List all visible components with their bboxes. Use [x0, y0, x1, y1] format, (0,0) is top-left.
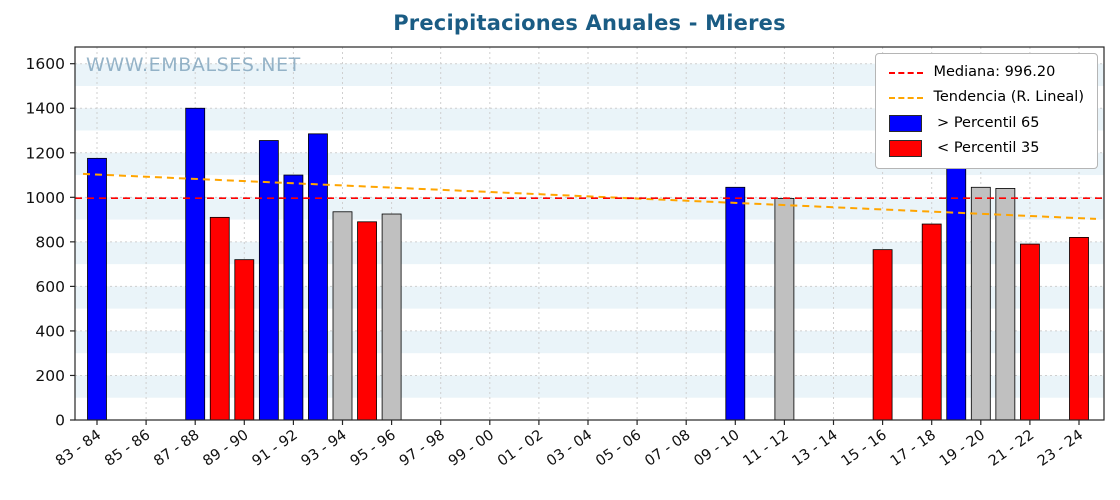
- y-tick-label: 1600: [26, 55, 65, 73]
- x-tick-label: 97 - 98: [397, 427, 448, 470]
- watermark: WWW.EMBALSES.NET: [86, 54, 301, 76]
- legend-label: Tendencia (R. Lineal): [933, 89, 1084, 106]
- legend-dashed-line-swatch: [889, 97, 924, 100]
- legend-item-1: Tendencia (R. Lineal): [889, 89, 1084, 106]
- background-stripe: [75, 197, 1104, 220]
- bar-23-24: [1069, 236, 1089, 421]
- bar-95-96: [381, 213, 402, 421]
- background-stripe: [75, 152, 1104, 176]
- bar-17-18: [921, 223, 942, 421]
- bar-88-89: [209, 216, 230, 421]
- legend-color-patch-swatch: [889, 140, 923, 158]
- background-stripe: [75, 375, 1104, 398]
- x-tick-label: 01 - 02: [495, 427, 546, 470]
- bar-94-95: [357, 221, 377, 421]
- bar-87-88: [185, 107, 206, 421]
- background-stripe: [75, 108, 1104, 131]
- y-tick-label: 1200: [26, 144, 65, 162]
- x-tick-label: 95 - 96: [348, 427, 399, 470]
- legend-item-0: Mediana: 996.20: [889, 64, 1084, 81]
- background-stripe: [75, 286, 1104, 309]
- legend-color-patch-swatch: [889, 114, 923, 132]
- legend-label: < Percentil 35: [932, 140, 1040, 157]
- x-tick-label: 83 - 84: [53, 427, 104, 470]
- chart-title: Precipitaciones Anuales - Mieres: [393, 11, 786, 35]
- x-tick-label: 19 - 20: [937, 427, 988, 470]
- x-tick-label: 85 - 86: [102, 427, 153, 470]
- bar-15-16: [872, 249, 893, 421]
- x-tick-label: 87 - 88: [151, 427, 202, 470]
- x-tick-label: 99 - 00: [446, 427, 497, 470]
- legend-label: > Percentil 65: [932, 114, 1040, 131]
- bar-89-90: [234, 259, 255, 421]
- y-tick-label: 800: [35, 233, 65, 251]
- x-tick-label: 15 - 16: [839, 427, 890, 470]
- y-tick-label: 1000: [26, 189, 65, 207]
- bar-09-10: [725, 186, 746, 421]
- x-tick-label: 93 - 94: [299, 427, 350, 470]
- x-tick-label: 03 - 04: [544, 427, 595, 470]
- background-stripe: [75, 241, 1104, 265]
- bar-93-94: [332, 211, 353, 421]
- bar-91-92: [283, 174, 304, 421]
- background-stripe: [75, 63, 1104, 86]
- bar-21-22: [1020, 243, 1040, 421]
- plot-frame: [74, 46, 1105, 421]
- background-stripe: [75, 330, 1104, 354]
- x-tick-label: 21 - 22: [986, 427, 1037, 470]
- bar-19-20: [970, 186, 991, 421]
- bar-11-12: [774, 198, 795, 421]
- x-tick-label: 23 - 24: [1035, 427, 1086, 470]
- x-tick-label: 09 - 10: [691, 427, 742, 470]
- legend-label: Mediana: 996.20: [933, 64, 1056, 80]
- legend-dashed-line-swatch: [889, 71, 924, 74]
- x-tick-label: 17 - 18: [888, 427, 939, 470]
- x-tick-label: 11 - 12: [740, 427, 791, 470]
- y-tick-label: 600: [35, 278, 65, 296]
- y-tick-label: 200: [35, 367, 65, 385]
- trend-line: [82, 172, 1097, 220]
- x-tick-label: 89 - 90: [200, 427, 251, 470]
- y-tick-label: 1400: [26, 100, 65, 118]
- legend-item-3: < Percentil 35: [889, 140, 1084, 158]
- legend: Mediana: 996.20 Tendencia (R. Lineal) > P…: [875, 53, 1098, 169]
- y-tick-label: 0: [55, 412, 65, 430]
- y-tick-label: 400: [35, 322, 65, 340]
- bar-92-93: [308, 133, 328, 421]
- legend-item-2: > Percentil 65: [889, 115, 1084, 132]
- x-tick-label: 91 - 92: [249, 427, 300, 470]
- bar-20-21: [995, 188, 1016, 421]
- x-tick-label: 05 - 06: [593, 427, 644, 470]
- x-tick-label: 13 - 14: [790, 427, 841, 470]
- x-tick-label: 07 - 08: [642, 427, 693, 470]
